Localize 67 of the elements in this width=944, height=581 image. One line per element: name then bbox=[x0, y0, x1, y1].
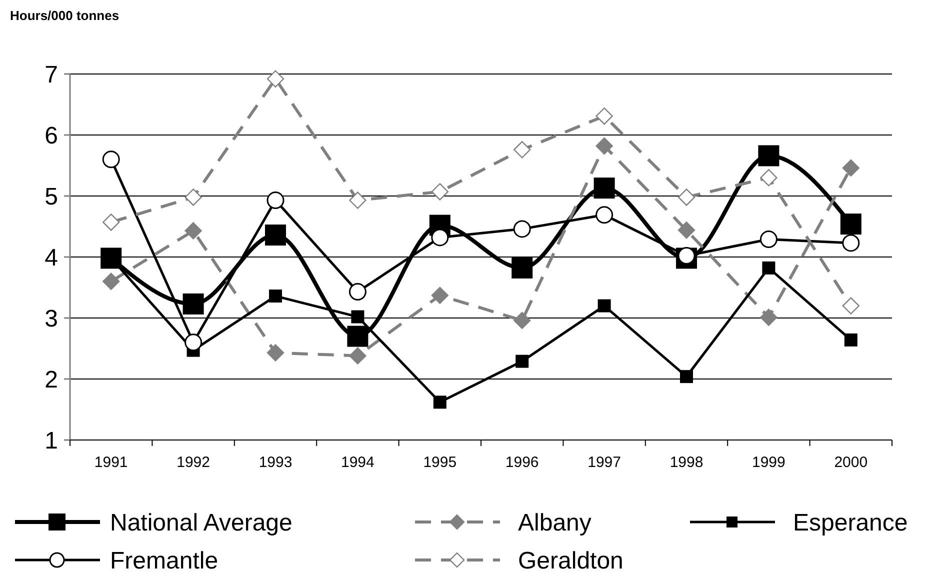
point bbox=[840, 214, 862, 235]
point bbox=[596, 107, 613, 125]
point bbox=[348, 283, 366, 301]
y-axis-title: Hours/000 tonnes bbox=[10, 8, 120, 23]
point bbox=[762, 261, 776, 274]
y-tick-label: 7 bbox=[44, 61, 58, 88]
legend-label: National Average bbox=[110, 509, 292, 536]
point bbox=[184, 222, 202, 240]
point bbox=[760, 230, 778, 248]
point bbox=[514, 141, 531, 158]
y-tick-label: 1 bbox=[44, 427, 58, 454]
point bbox=[265, 224, 286, 246]
x-tick-label: 2000 bbox=[834, 454, 868, 471]
point bbox=[842, 159, 860, 177]
x-tick-label: 1993 bbox=[258, 454, 292, 471]
point bbox=[513, 220, 531, 238]
x-tick-label: 1999 bbox=[752, 454, 786, 471]
point bbox=[269, 290, 282, 303]
point bbox=[512, 257, 533, 278]
x-tick-label: 1994 bbox=[341, 454, 374, 471]
point bbox=[347, 326, 368, 347]
point bbox=[351, 310, 364, 324]
point bbox=[433, 396, 446, 409]
point bbox=[594, 178, 615, 199]
point bbox=[514, 312, 531, 330]
legend-label: Fremantle bbox=[110, 547, 218, 574]
point bbox=[349, 192, 366, 209]
point bbox=[678, 222, 696, 239]
point bbox=[842, 234, 860, 252]
x-tick-label: 1998 bbox=[670, 454, 704, 471]
point bbox=[596, 206, 614, 224]
point bbox=[431, 183, 448, 200]
y-tick-label: 4 bbox=[44, 244, 58, 272]
point bbox=[680, 370, 693, 384]
point bbox=[102, 150, 120, 168]
legend-label: Geraldton bbox=[518, 547, 624, 574]
legend-label: Esperance bbox=[793, 509, 908, 536]
point bbox=[596, 137, 613, 155]
point bbox=[349, 347, 366, 364]
point bbox=[102, 214, 120, 231]
y-tick-label: 3 bbox=[44, 305, 58, 332]
x-tick-label: 1997 bbox=[588, 454, 621, 471]
x-tick-label: 1991 bbox=[94, 454, 128, 471]
point bbox=[760, 169, 778, 186]
x-tick-label: 1992 bbox=[176, 454, 210, 471]
point bbox=[516, 354, 529, 368]
point bbox=[844, 333, 858, 346]
y-tick-label: 6 bbox=[44, 122, 58, 150]
point bbox=[760, 308, 778, 326]
point bbox=[678, 188, 696, 206]
point bbox=[431, 228, 449, 246]
legend-label: Albany bbox=[518, 509, 592, 536]
point bbox=[102, 272, 120, 290]
x-tick-label: 1996 bbox=[505, 454, 539, 471]
x-tick-label: 1995 bbox=[423, 454, 457, 471]
point bbox=[266, 192, 284, 210]
y-tick-label: 2 bbox=[44, 366, 58, 394]
point bbox=[842, 297, 860, 314]
point bbox=[184, 334, 202, 352]
point bbox=[184, 188, 202, 206]
point bbox=[598, 299, 611, 312]
point bbox=[182, 293, 204, 314]
point bbox=[266, 70, 284, 88]
point bbox=[431, 286, 448, 304]
y-tick-label: 5 bbox=[44, 183, 58, 210]
point bbox=[266, 344, 284, 362]
point bbox=[758, 145, 780, 166]
